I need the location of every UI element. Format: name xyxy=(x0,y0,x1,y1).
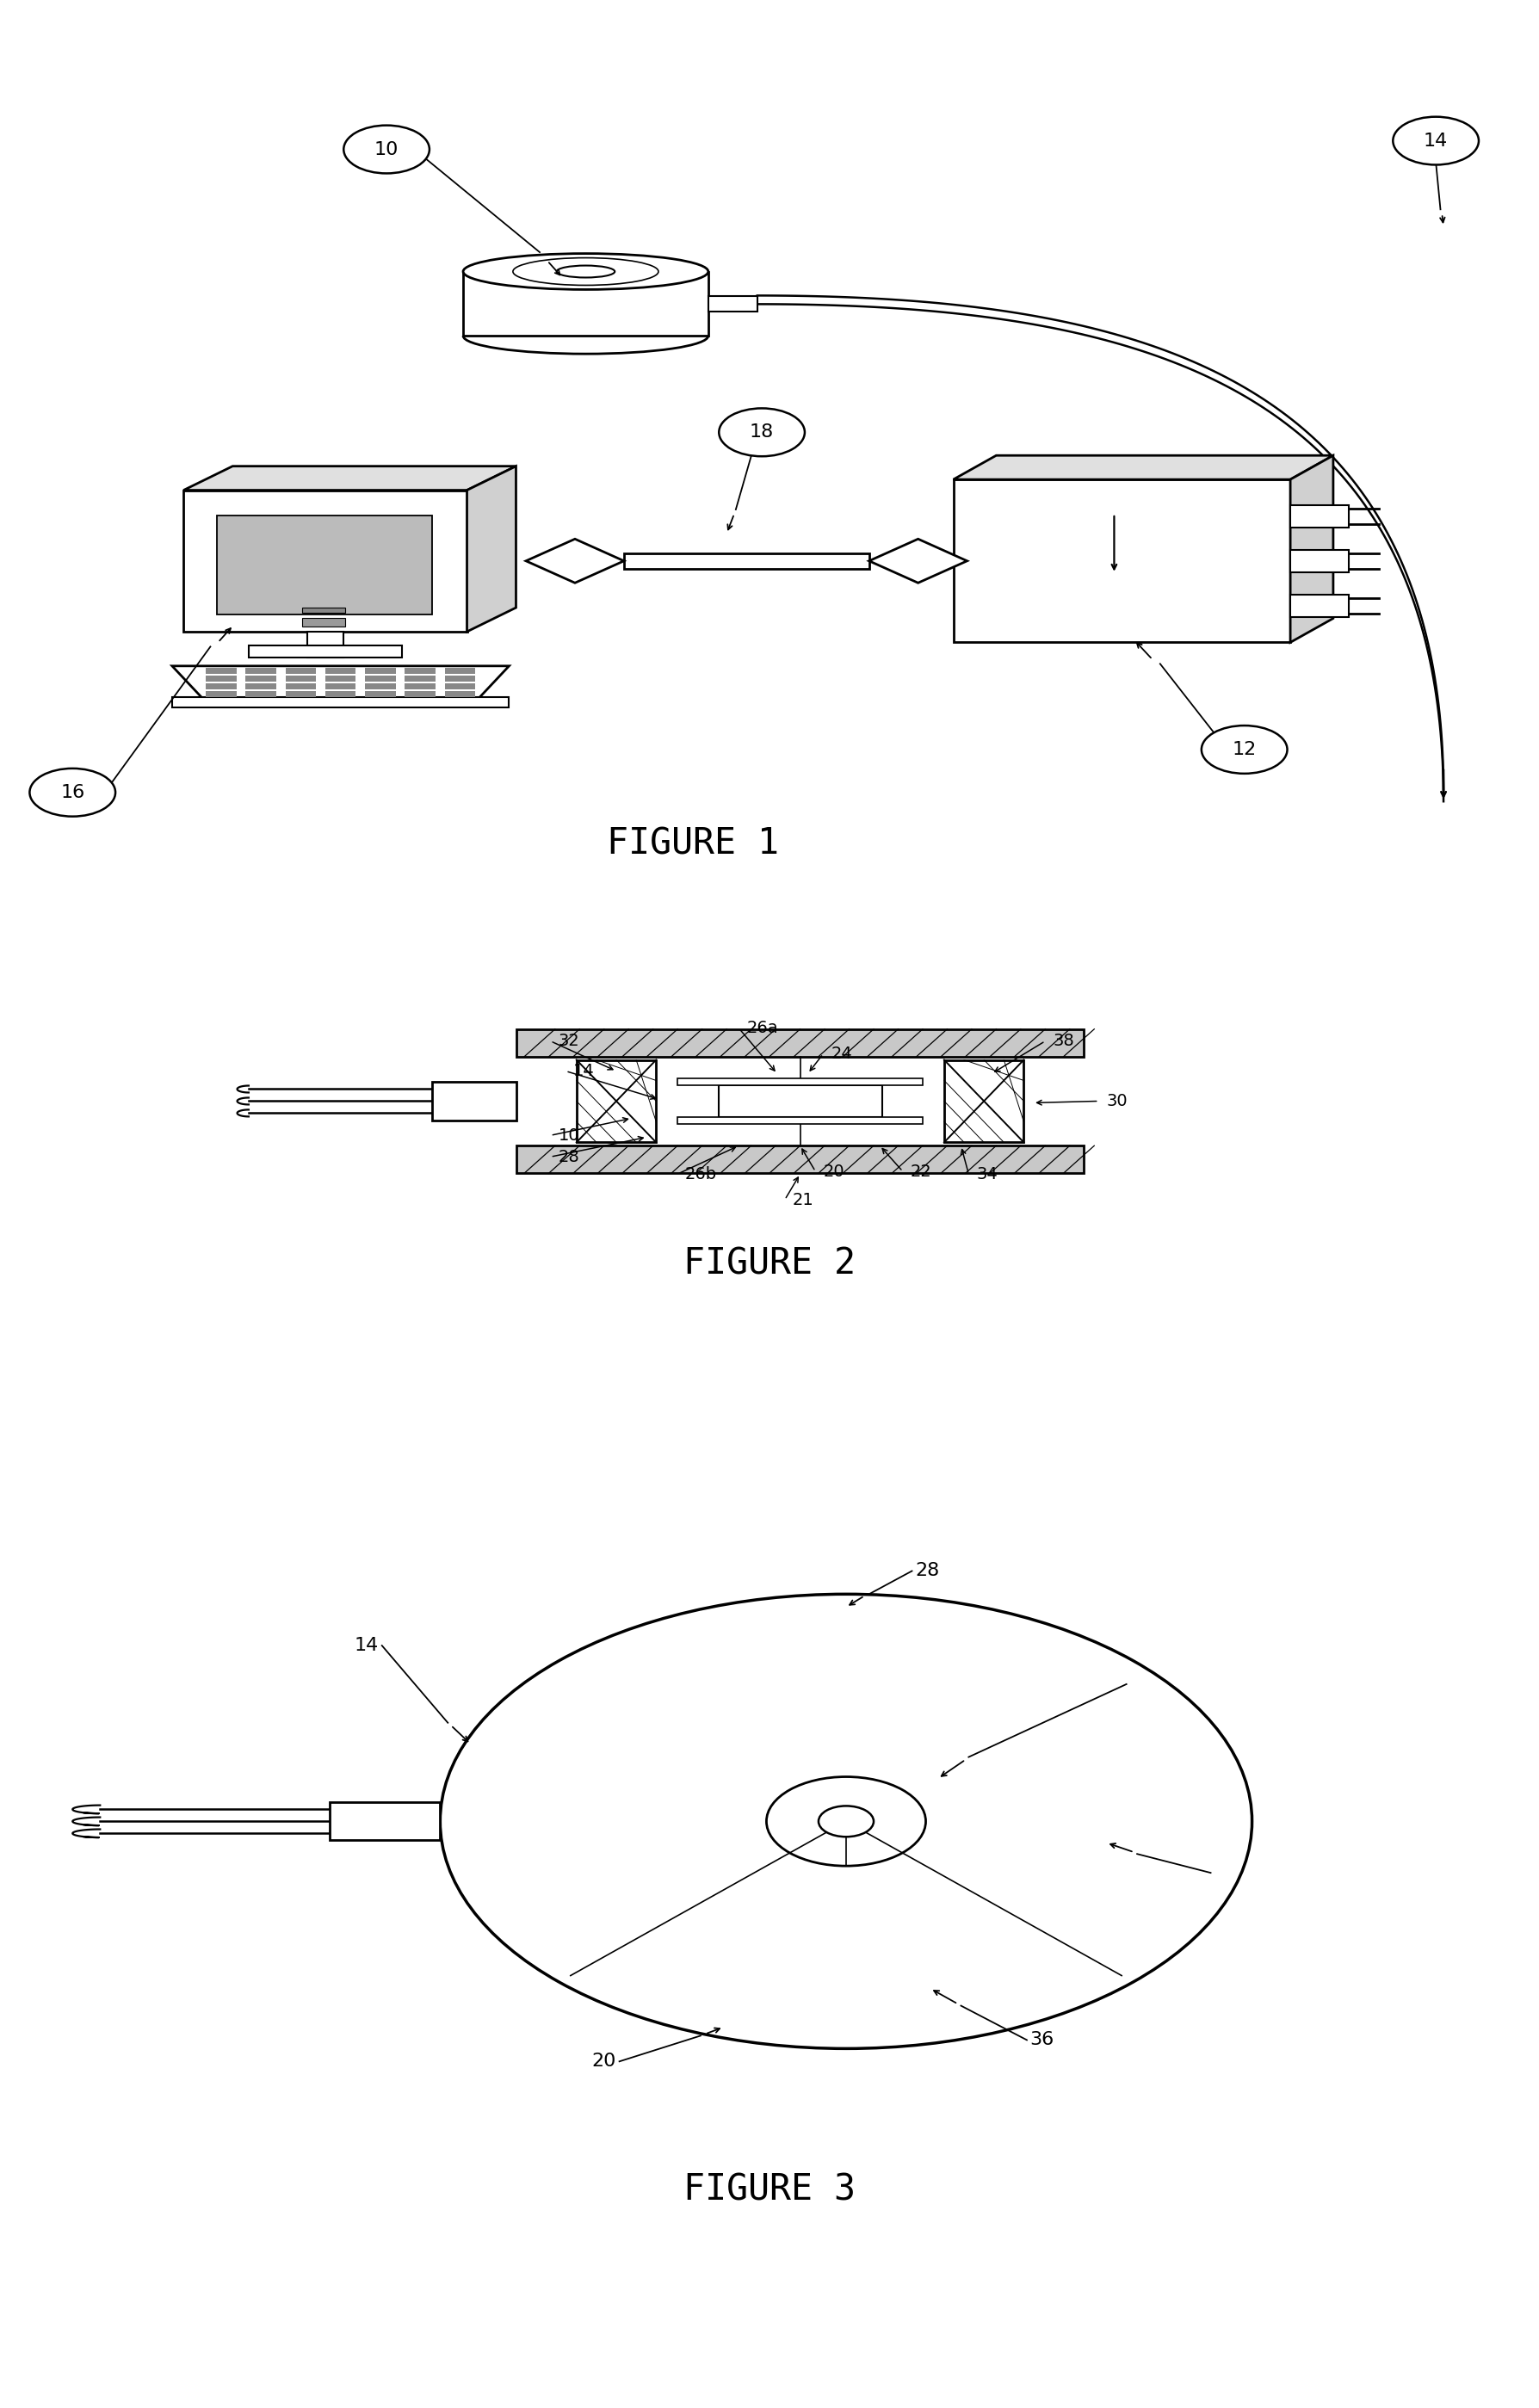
Bar xyxy=(677,1079,923,1086)
Polygon shape xyxy=(172,667,509,698)
Bar xyxy=(249,645,402,657)
Bar xyxy=(285,674,315,681)
Text: 10: 10 xyxy=(559,1127,579,1144)
Polygon shape xyxy=(1290,455,1333,643)
Text: 18: 18 xyxy=(749,424,774,441)
Bar xyxy=(405,684,436,689)
Bar xyxy=(217,515,432,614)
Text: 10: 10 xyxy=(374,140,399,159)
Bar xyxy=(1290,595,1348,616)
Text: 21: 21 xyxy=(1130,1676,1154,1693)
Bar xyxy=(365,667,396,674)
Bar xyxy=(365,684,396,689)
Text: 26b: 26b xyxy=(685,1165,717,1182)
Bar xyxy=(677,1117,923,1125)
Polygon shape xyxy=(870,539,966,583)
Text: 10: 10 xyxy=(1214,1864,1239,1881)
Text: 36: 36 xyxy=(1030,2032,1054,2049)
Circle shape xyxy=(719,409,805,455)
Text: FIGURE 2: FIGURE 2 xyxy=(683,1245,856,1281)
Text: 16: 16 xyxy=(60,785,85,802)
Bar xyxy=(285,684,315,689)
Text: 21: 21 xyxy=(793,1192,814,1209)
Bar xyxy=(1290,506,1348,527)
Text: 12: 12 xyxy=(1233,742,1256,759)
Bar xyxy=(325,667,356,674)
Bar xyxy=(943,1060,1023,1141)
Text: 26a: 26a xyxy=(746,1021,779,1035)
Bar xyxy=(517,1146,1083,1173)
Bar xyxy=(517,1028,1083,1057)
Circle shape xyxy=(440,1594,1253,2049)
Bar xyxy=(405,691,436,696)
Bar xyxy=(325,674,356,681)
Ellipse shape xyxy=(557,265,614,277)
Bar xyxy=(302,607,345,612)
Text: 38: 38 xyxy=(1053,1033,1074,1050)
Bar xyxy=(329,1804,440,1840)
Bar xyxy=(953,479,1290,643)
Bar xyxy=(325,684,356,689)
Text: FIGURE 3: FIGURE 3 xyxy=(683,2172,856,2208)
Text: 32: 32 xyxy=(559,1033,579,1050)
Bar xyxy=(206,667,237,674)
Bar xyxy=(445,684,476,689)
Polygon shape xyxy=(526,539,623,583)
Bar xyxy=(246,691,277,696)
Text: 30: 30 xyxy=(1107,1093,1128,1110)
Bar xyxy=(708,296,757,311)
Bar xyxy=(246,667,277,674)
Polygon shape xyxy=(953,455,1333,479)
Bar xyxy=(1290,549,1348,573)
Text: 24: 24 xyxy=(831,1045,853,1062)
Bar xyxy=(285,691,315,696)
Bar xyxy=(432,1081,517,1120)
Bar xyxy=(463,272,708,335)
Polygon shape xyxy=(466,467,516,631)
Circle shape xyxy=(343,125,429,173)
Bar xyxy=(206,674,237,681)
Text: 28: 28 xyxy=(559,1149,579,1165)
Bar xyxy=(445,674,476,681)
Text: 14: 14 xyxy=(574,1062,594,1079)
Circle shape xyxy=(1393,116,1479,164)
Text: 34: 34 xyxy=(976,1165,997,1182)
Text: 20: 20 xyxy=(823,1163,845,1180)
Circle shape xyxy=(1202,725,1287,773)
Bar xyxy=(246,674,277,681)
Circle shape xyxy=(819,1806,874,1837)
Text: 28: 28 xyxy=(916,1563,939,1580)
Bar xyxy=(306,631,343,657)
Bar xyxy=(206,691,237,696)
Bar xyxy=(325,691,356,696)
Text: 22: 22 xyxy=(911,1163,931,1180)
Bar xyxy=(623,554,870,568)
Circle shape xyxy=(29,768,115,816)
Polygon shape xyxy=(183,467,516,491)
Bar xyxy=(365,691,396,696)
Bar xyxy=(285,667,315,674)
Ellipse shape xyxy=(463,253,708,289)
Text: 20: 20 xyxy=(593,2054,616,2071)
Bar xyxy=(405,674,436,681)
Bar xyxy=(577,1060,656,1141)
Bar xyxy=(445,691,476,696)
Bar xyxy=(172,696,509,708)
Bar xyxy=(365,674,396,681)
Bar xyxy=(719,1086,882,1117)
Text: FIGURE 1: FIGURE 1 xyxy=(606,826,779,862)
Text: 14: 14 xyxy=(354,1637,379,1654)
Circle shape xyxy=(766,1777,926,1866)
Bar xyxy=(405,667,436,674)
Text: 14: 14 xyxy=(1424,132,1448,149)
Bar xyxy=(206,684,237,689)
Bar xyxy=(183,491,466,631)
Bar xyxy=(246,684,277,689)
Bar xyxy=(302,619,345,626)
Bar xyxy=(445,667,476,674)
